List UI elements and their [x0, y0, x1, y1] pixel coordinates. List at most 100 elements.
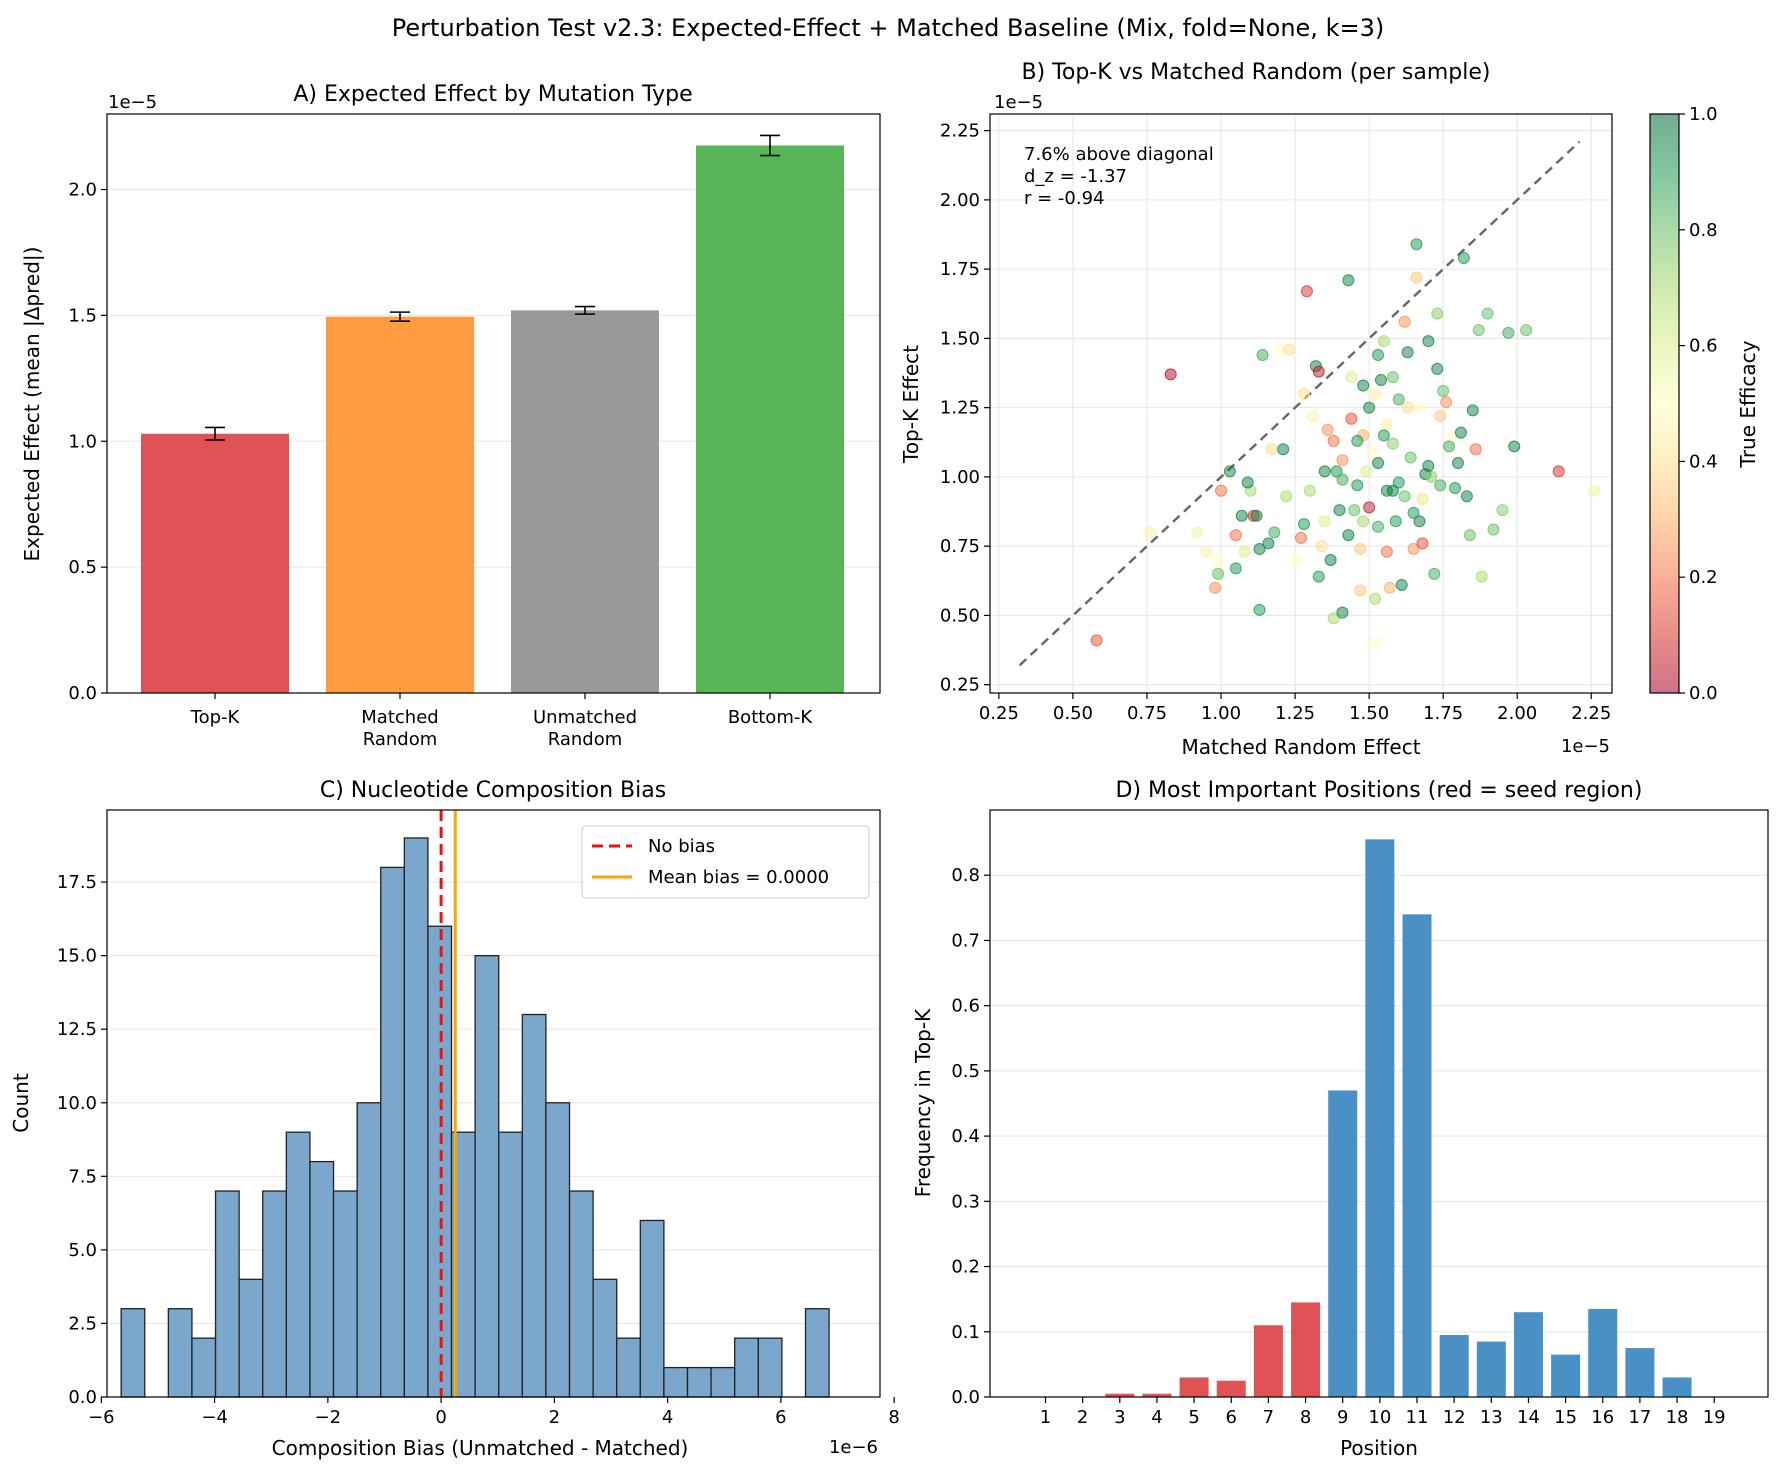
scatter-point — [1449, 481, 1462, 494]
panel-b-chart: 0.25 0.50 0.75 1.00 1.25 1.50 1.75 2.00 2.25 0.25… — [899, 60, 1760, 759]
scatter-point — [1434, 409, 1447, 422]
x-tick-label: 1.75 — [1423, 703, 1463, 724]
x-tick-label: 5 — [1188, 1407, 1199, 1428]
scatter-point — [1265, 443, 1278, 456]
scatter-point — [1363, 401, 1376, 414]
colorbar-tick-label: 0.0 — [1689, 683, 1718, 704]
histogram-bar — [356, 1102, 382, 1398]
scatter-point — [1357, 515, 1370, 528]
scatter-point — [1262, 537, 1275, 550]
scatter-point — [1372, 457, 1385, 470]
scatter-point — [1422, 459, 1435, 472]
y-tick-label: 1.0 — [68, 431, 97, 452]
scatter-point — [1407, 506, 1420, 519]
x-tick-label: −6 — [88, 1407, 115, 1428]
y-axis-label: Count — [9, 1073, 33, 1133]
stats-annotation: d_z = -1.37 — [1024, 166, 1127, 187]
histogram-bar — [191, 1337, 217, 1398]
scatter-point — [1306, 409, 1319, 422]
scatter-point — [1407, 542, 1420, 555]
scatter-point — [1398, 315, 1411, 328]
colorbar-tick-label: 0.8 — [1689, 220, 1718, 241]
x-tick-label: 0 — [435, 1407, 446, 1428]
colorbar-tick-label: 0.6 — [1689, 336, 1718, 357]
scatter-point — [1552, 465, 1565, 478]
legend-label: Mean bias = 0.0000 — [648, 867, 829, 888]
histogram-bar — [568, 1190, 594, 1398]
scatter-point — [1327, 612, 1340, 625]
x-tick-label: 16 — [1591, 1407, 1614, 1428]
scatter-point — [1345, 412, 1358, 425]
scatter-point — [1295, 531, 1307, 544]
scatter-point — [1333, 504, 1346, 517]
scatter-point — [1212, 567, 1225, 580]
y-tick-label: 0.4 — [951, 1126, 980, 1147]
histogram-bar — [757, 1337, 783, 1398]
scatter-point — [1377, 429, 1390, 442]
histogram-bar — [639, 1219, 665, 1398]
scatter-point — [1443, 440, 1456, 453]
histogram-bar — [498, 1131, 523, 1398]
x-tick-label: 8 — [1300, 1407, 1311, 1428]
x-tick-label: 1 — [1040, 1407, 1051, 1428]
y-tick-label: 1.25 — [940, 398, 980, 419]
scatter-point — [1401, 346, 1414, 359]
colorbar-tick-label: 0.2 — [1689, 567, 1718, 588]
scatter-point — [1416, 537, 1429, 550]
histogram-bar — [238, 1278, 264, 1398]
y-offset-label: 1e−5 — [994, 92, 1043, 113]
scatter-point — [1277, 443, 1290, 456]
scatter-point — [1253, 542, 1266, 555]
scatter-point — [1342, 274, 1355, 287]
x-tick-label: −2 — [315, 1407, 342, 1428]
chart-title: C) Nucleotide Composition Bias — [320, 778, 666, 803]
histogram-bar — [545, 1102, 571, 1398]
y-tick-label: 0.5 — [68, 557, 97, 578]
y-tick-label: 0.0 — [68, 683, 97, 704]
x-tick-label: 18 — [1666, 1407, 1689, 1428]
x-tick-label: Random — [548, 729, 623, 750]
y-tick-label: 0.50 — [940, 605, 980, 626]
histogram-bar — [285, 1131, 311, 1398]
position-bar — [1142, 1393, 1172, 1397]
scatter-point — [1380, 418, 1393, 431]
histogram-bar — [521, 1013, 547, 1398]
x-tick-label: 2.25 — [1571, 703, 1611, 724]
x-tick-label: 1.50 — [1349, 703, 1389, 724]
position-bar — [1105, 1393, 1135, 1397]
y-tick-label: 0.25 — [940, 675, 980, 696]
scatter-point — [1342, 529, 1355, 542]
x-tick-label: 13 — [1480, 1407, 1503, 1428]
y-axis-label: Top-K Effect — [899, 345, 923, 464]
scatter-point — [1398, 490, 1411, 503]
position-bar — [1402, 914, 1432, 1397]
scatter-point — [1360, 465, 1373, 478]
axes-frame — [989, 113, 1613, 694]
x-tick-label: 7 — [1263, 1407, 1274, 1428]
x-tick-label: 3 — [1114, 1407, 1125, 1428]
x-tick-label: Unmatched — [533, 707, 637, 728]
scatter-point — [1401, 401, 1414, 414]
scatter-point — [1289, 554, 1302, 567]
scatter-point — [1413, 515, 1426, 528]
histogram-bar — [380, 866, 405, 1398]
scatter-point — [1209, 581, 1222, 594]
histogram-bar — [309, 1160, 335, 1398]
position-bar — [1588, 1308, 1618, 1397]
scatter-point — [1463, 529, 1476, 542]
scatter-point — [1215, 484, 1228, 497]
bar — [141, 433, 289, 693]
scatter-point — [1090, 634, 1103, 647]
scatter-point — [1372, 349, 1385, 362]
y-tick-label: 17.5 — [57, 872, 97, 893]
position-bar — [1179, 1377, 1209, 1397]
scatter-point — [1363, 501, 1376, 514]
scatter-point — [1241, 476, 1254, 489]
y-tick-label: 1.00 — [940, 467, 980, 488]
legend-label: No bias — [648, 836, 715, 857]
histogram-bar — [616, 1337, 641, 1398]
scatter-point — [1327, 434, 1340, 447]
scatter-point — [1235, 509, 1248, 522]
